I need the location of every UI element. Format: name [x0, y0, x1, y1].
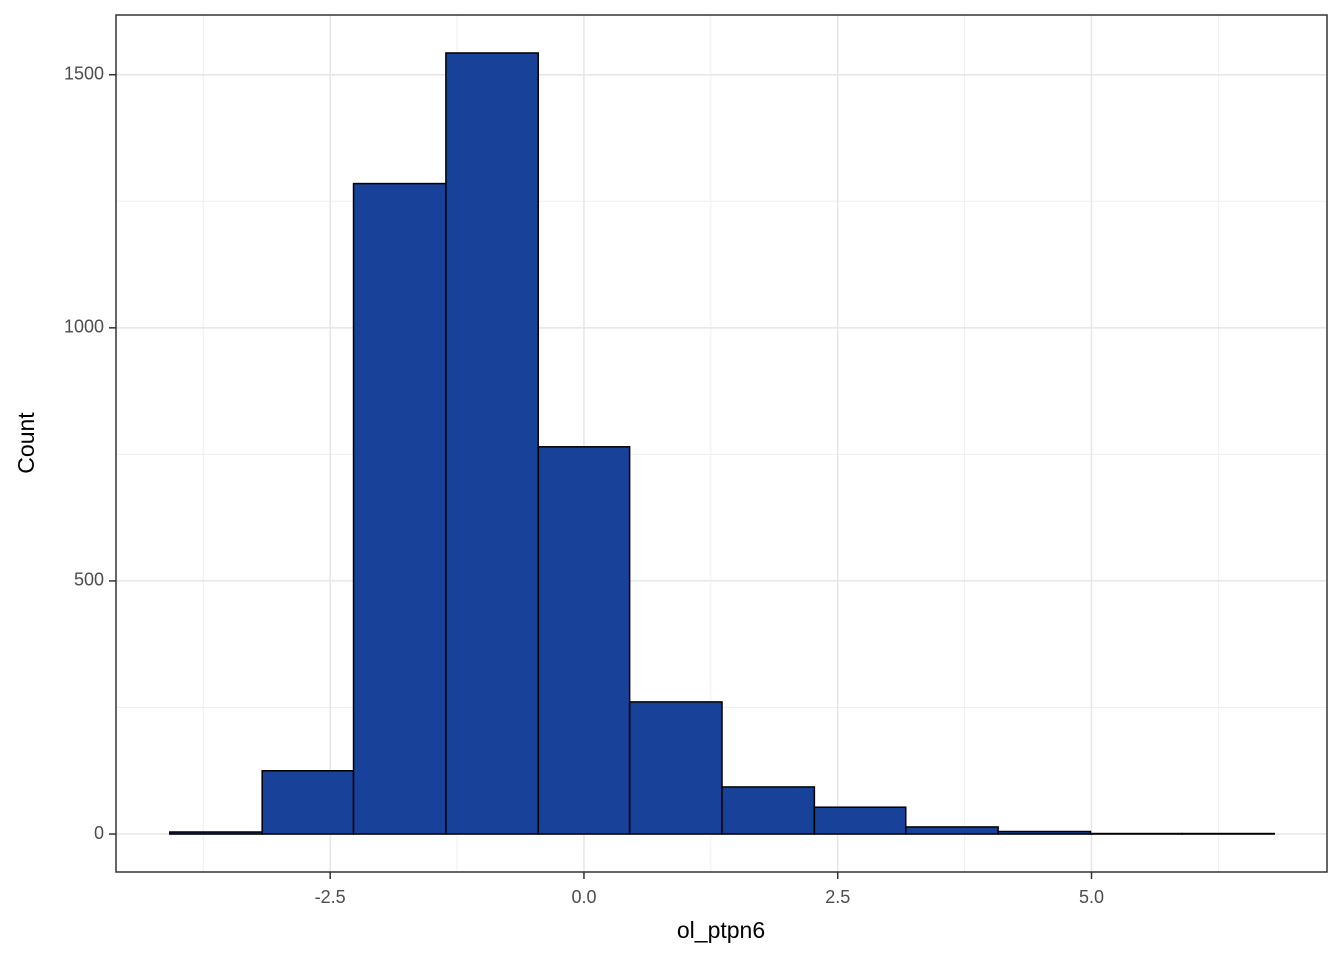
panel-border: [115, 14, 1328, 873]
histogram-bar: [445, 52, 540, 835]
histogram-bar: [537, 446, 631, 835]
histogram-bar: [721, 786, 816, 835]
x-tick-label: 2.5: [825, 887, 850, 907]
histogram-bar: [628, 701, 723, 835]
x-tick-label: 0.0: [571, 887, 596, 907]
x-tick-label: 5.0: [1079, 887, 1104, 907]
histogram-bar: [1181, 832, 1275, 835]
histogram-bar: [169, 831, 263, 835]
x-axis-title: ol_ptpn6: [677, 917, 765, 943]
histogram-bar: [1089, 832, 1183, 835]
y-tick-label: 1500: [64, 63, 104, 83]
histogram-bar: [997, 830, 1092, 835]
histogram-bar: [904, 826, 999, 835]
y-axis-title: Count: [13, 412, 39, 474]
y-tick-label: 500: [74, 570, 104, 590]
y-tick-label: 0: [94, 823, 104, 843]
x-tick-label: -2.5: [315, 887, 346, 907]
histogram-bar: [352, 182, 447, 835]
histogram-bar: [261, 770, 355, 835]
histogram-bar: [813, 806, 907, 835]
y-tick-label: 1000: [64, 317, 104, 337]
